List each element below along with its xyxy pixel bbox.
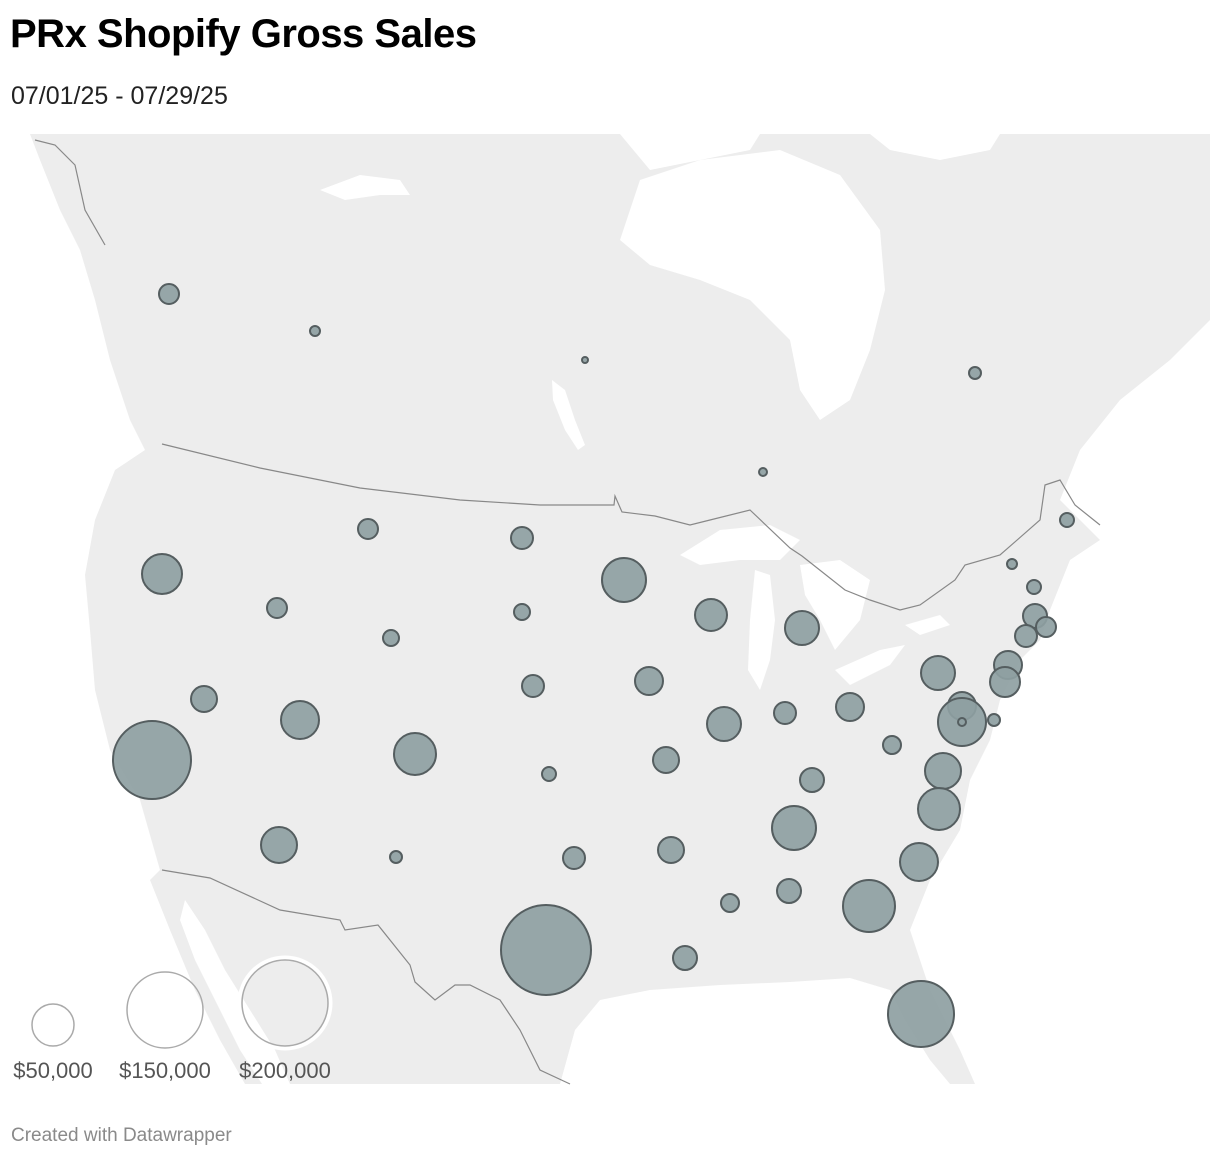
sales-bubble[interactable] (882, 735, 902, 755)
legend-circle-150000 (126, 971, 204, 1049)
lake-superior (680, 525, 800, 565)
sales-bubble[interactable] (924, 752, 962, 790)
lake-huron (800, 560, 870, 650)
sales-bubble[interactable] (989, 666, 1021, 698)
sales-bubble[interactable] (260, 826, 298, 864)
sales-bubble[interactable] (1059, 512, 1075, 528)
legend-label-200000: $200,000 (239, 1058, 331, 1083)
sales-bubble[interactable] (758, 467, 768, 477)
sales-bubble[interactable] (382, 629, 400, 647)
great-slave-lake (320, 175, 410, 200)
sales-bubble[interactable] (776, 878, 802, 904)
gulf-of-mexico (560, 978, 950, 1084)
alaska-border (34, 139, 106, 246)
sales-bubble[interactable] (672, 945, 698, 971)
sales-bubble[interactable] (510, 526, 534, 550)
legend-circle-50000 (31, 1003, 75, 1047)
sales-bubble[interactable] (657, 836, 685, 864)
sales-bubble[interactable] (706, 706, 742, 742)
sales-bubble[interactable] (158, 283, 180, 305)
lake-michigan (748, 570, 775, 690)
sales-bubble[interactable] (393, 732, 437, 776)
legend-label-150000: $150,000 (119, 1058, 211, 1083)
arctic-water-2 (870, 134, 1000, 160)
sales-bubble[interactable] (309, 325, 321, 337)
sales-bubble[interactable] (652, 746, 680, 774)
sales-bubble[interactable] (389, 850, 403, 864)
gulf-of-california (180, 900, 290, 1084)
hudson-bay (620, 150, 885, 420)
sales-bubble[interactable] (917, 787, 961, 831)
sales-bubble[interactable] (773, 701, 797, 725)
sales-bubble[interactable] (1035, 616, 1057, 638)
sales-bubble[interactable] (581, 356, 589, 364)
sales-bubble[interactable] (1026, 579, 1042, 595)
sales-bubble[interactable] (887, 980, 955, 1048)
lake-ontario (905, 615, 950, 635)
sales-bubble[interactable] (1006, 558, 1018, 570)
arctic-water (620, 134, 760, 170)
legend-label-50000: $50,000 (13, 1058, 93, 1083)
basemap (0, 134, 1210, 1085)
sales-bubble[interactable] (141, 553, 183, 595)
sales-bubble[interactable] (968, 366, 982, 380)
sales-bubble[interactable] (357, 518, 379, 540)
sales-bubble[interactable] (541, 766, 557, 782)
sales-bubble[interactable] (500, 904, 592, 996)
lake-erie (835, 645, 905, 685)
sales-bubble[interactable] (513, 603, 531, 621)
legend-circle-200000 (241, 959, 329, 1047)
sales-bubble[interactable] (280, 700, 320, 740)
sales-bubble[interactable] (771, 805, 817, 851)
sales-bubble[interactable] (842, 879, 896, 933)
sales-bubble[interactable] (634, 666, 664, 696)
sales-bubble[interactable] (835, 692, 865, 722)
credit-text: Created with Datawrapper (11, 1125, 232, 1146)
sales-bubble[interactable] (720, 893, 740, 913)
size-legend: $50,000 $150,000 $200,000 (13, 955, 333, 1083)
sales-bubble[interactable] (957, 717, 967, 727)
sales-bubble[interactable] (1014, 624, 1038, 648)
sales-bubble[interactable] (562, 846, 586, 870)
chart-subtitle: 07/01/25 - 07/29/25 (11, 82, 228, 110)
us-canada-border (161, 443, 1101, 611)
sales-bubble[interactable] (899, 842, 939, 882)
sales-bubble[interactable] (190, 685, 218, 713)
pacific-ocean (0, 134, 245, 1084)
atlantic-ocean (910, 320, 1210, 1084)
sales-bubble[interactable] (987, 713, 1001, 727)
chart-title: PRx Shopify Gross Sales (10, 12, 477, 56)
us-mexico-border (161, 869, 571, 1085)
sales-bubble[interactable] (266, 597, 288, 619)
lake-winnipeg (552, 380, 585, 450)
sales-bubble[interactable] (920, 655, 956, 691)
sales-bubble[interactable] (784, 610, 820, 646)
sales-bubble[interactable] (601, 557, 647, 603)
legend-circle-200000-halo (237, 955, 333, 1051)
sales-bubble[interactable] (799, 767, 825, 793)
sales-bubble[interactable] (112, 720, 192, 800)
sales-bubble[interactable] (521, 674, 545, 698)
bubble-layer (112, 283, 1075, 1048)
sales-bubble[interactable] (694, 598, 728, 632)
